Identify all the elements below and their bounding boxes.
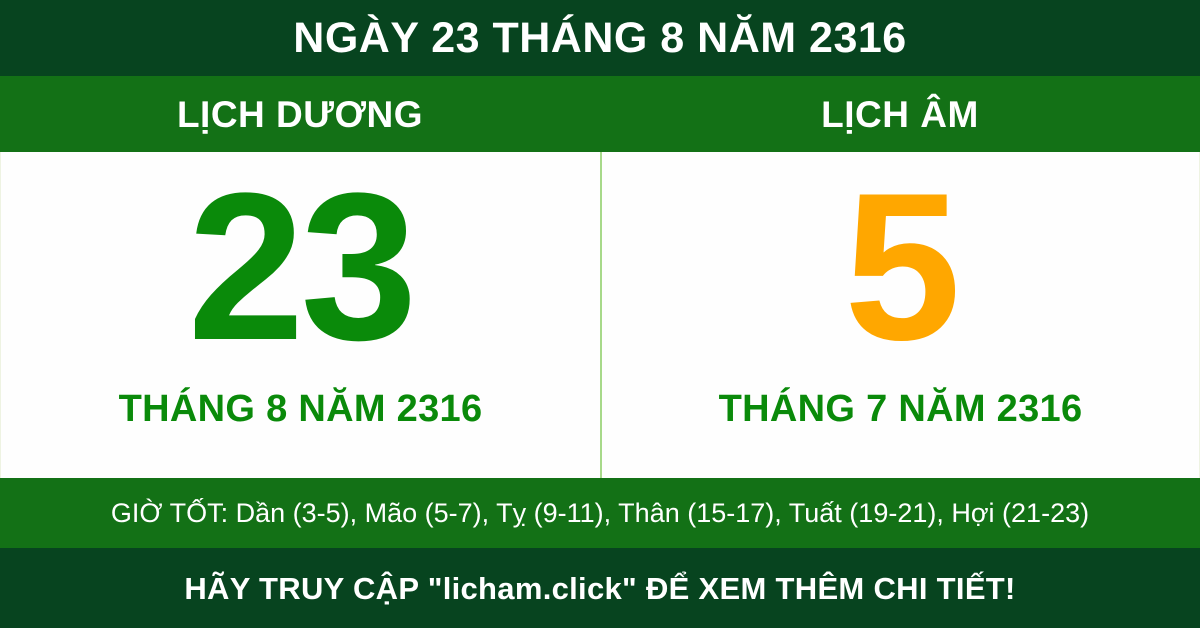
header-bar: NGÀY 23 THÁNG 8 NĂM 2316: [0, 0, 1200, 76]
solar-month-year-label: THÁNG 8 NĂM 2316: [118, 388, 483, 431]
good-hours-text: GIỜ TỐT: Dần (3-5), Mão (5-7), Tỵ (9-11)…: [110, 497, 1090, 528]
solar-column-heading: LỊCH DƯƠNG: [0, 76, 600, 152]
solar-date-panel: 23 THÁNG 8 NĂM 2316: [1, 152, 600, 478]
footer-cta-text: HÃY TRUY CẬP "licham.click" ĐỂ XEM THÊM …: [184, 570, 1016, 606]
lunar-month-year-label: THÁNG 7 NĂM 2316: [718, 388, 1083, 431]
solar-heading-label: LỊCH DƯƠNG: [176, 93, 424, 135]
good-hours-strip: GIỜ TỐT: Dần (3-5), Mão (5-7), Tỵ (9-11)…: [0, 478, 1200, 548]
lunar-heading-label: LỊCH ÂM: [821, 93, 979, 135]
column-heading-band: LỊCH DƯƠNG LỊCH ÂM: [0, 76, 1200, 152]
solar-day-number: 23: [187, 149, 418, 384]
lunar-day-number: 5: [844, 149, 961, 384]
lunar-column-heading: LỊCH ÂM: [600, 76, 1200, 152]
footer-bar: HÃY TRUY CẬP "licham.click" ĐỂ XEM THÊM …: [0, 548, 1200, 628]
lunar-date-panel: 5 THÁNG 7 NĂM 2316: [600, 152, 1199, 478]
calendar-body: 23 THÁNG 8 NĂM 2316 5 THÁNG 7 NĂM 2316: [0, 152, 1200, 478]
page-title: NGÀY 23 THÁNG 8 NĂM 2316: [293, 13, 907, 62]
